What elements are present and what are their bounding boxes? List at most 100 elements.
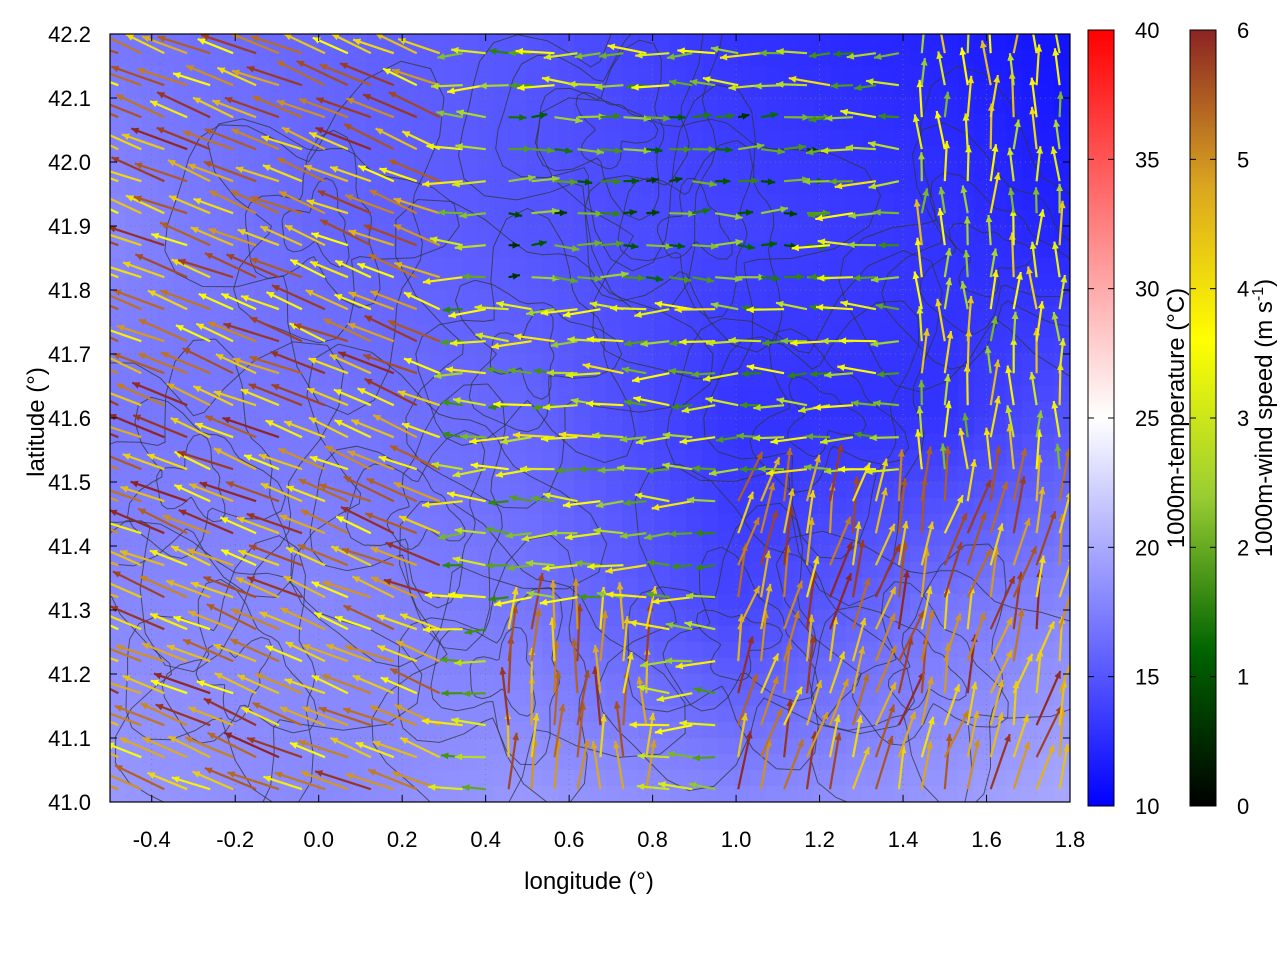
wind-vector (130, 480, 188, 503)
wind-vector (334, 419, 372, 439)
wind-vector (134, 253, 188, 279)
wind-vector (1053, 119, 1061, 150)
wind-vector (577, 275, 602, 283)
wind-vector (493, 400, 532, 408)
wind-vector (963, 216, 971, 246)
wind-vector (989, 679, 1005, 726)
wind-vector (1005, 365, 1015, 406)
wind-vector (681, 404, 716, 414)
wind-vector (851, 577, 871, 630)
wind-vector (122, 453, 165, 471)
wind-vector (875, 303, 900, 311)
wind-vector (364, 377, 418, 407)
wind-vector (959, 47, 969, 86)
wind-vector (1035, 670, 1062, 726)
wind-vector (315, 126, 372, 151)
wind-vector (377, 644, 418, 663)
wind-vector (828, 651, 846, 694)
wind-vector (507, 367, 532, 375)
wind-vector (984, 345, 992, 374)
wind-vector (259, 611, 303, 631)
wind-vector (235, 576, 280, 599)
wind-vector (110, 527, 119, 535)
wind-vector (119, 550, 165, 567)
wind-speed-colorbar-tick-label: 4 (1237, 277, 1249, 302)
wind-vector (111, 156, 165, 183)
wind-vector (609, 304, 647, 312)
wind-vector (540, 308, 578, 316)
wind-vector (912, 114, 923, 150)
wind-vector (806, 711, 829, 758)
wind-vector (616, 582, 625, 630)
wind-vector (150, 232, 188, 247)
wind-vector (815, 212, 854, 222)
wind-vector (508, 273, 521, 280)
wind-vector (319, 63, 372, 87)
y-tick-label: 41.7 (48, 342, 91, 367)
wind-vector (166, 644, 211, 663)
wind-vector (784, 210, 798, 218)
wind-vector (436, 52, 463, 60)
wind-vector (966, 34, 970, 54)
wind-vector (362, 353, 418, 375)
wind-vector (225, 253, 280, 279)
wind-vector (223, 731, 280, 759)
wind-vector (988, 34, 992, 54)
wind-speed-colorbar-tick-label: 6 (1237, 18, 1249, 43)
wind-vector (293, 323, 349, 343)
wind-vector (198, 292, 234, 311)
wind-vector (159, 221, 211, 247)
wind-vector (1035, 209, 1046, 246)
wind-vector (345, 97, 395, 119)
wind-vector (110, 36, 142, 55)
wind-vector (219, 516, 257, 535)
wind-vector (110, 272, 119, 279)
wind-vector (760, 550, 772, 598)
wind-vector (372, 414, 418, 439)
wind-vector (309, 260, 349, 279)
wind-vector (963, 250, 970, 278)
wind-vector (805, 454, 821, 502)
wind-vector (270, 350, 326, 375)
wind-vector (669, 113, 686, 121)
terrain-contours (110, 34, 1070, 802)
wind-vector (623, 339, 647, 347)
wind-vector (188, 482, 234, 503)
wind-vector (452, 468, 486, 478)
wind-vector (623, 209, 638, 216)
wind-vector (110, 774, 142, 791)
wind-vector (623, 499, 647, 507)
wind-vector (110, 455, 142, 471)
wind-vector (631, 83, 670, 91)
wind-vector (874, 487, 888, 534)
wind-vector (1012, 271, 1023, 310)
wind-vector (110, 752, 119, 759)
wind-vector (530, 572, 545, 630)
wind-vector (989, 144, 999, 182)
wind-vector (674, 306, 716, 314)
wind-vector (943, 247, 952, 278)
wind-vector (224, 96, 280, 119)
wind-vector (302, 643, 349, 663)
wind-vector (943, 494, 964, 534)
wind-vector (462, 690, 486, 698)
wind-vector (115, 382, 165, 407)
wind-vector (623, 147, 652, 155)
wind-vector (834, 180, 877, 190)
wind-vector (343, 123, 395, 151)
wind-vector (369, 189, 418, 215)
wind-vector (1012, 545, 1038, 598)
wind-vector (651, 596, 693, 605)
wind-vector (485, 562, 509, 569)
wind-vector (646, 209, 660, 217)
wind-vector (598, 52, 624, 59)
wind-vector (989, 248, 998, 278)
wind-vector (1005, 405, 1015, 438)
wind-vector (297, 543, 349, 567)
wind-vector (271, 284, 326, 311)
wind-vector (1050, 146, 1061, 182)
wind-vector (505, 531, 532, 539)
wind-vector (263, 775, 303, 791)
wind-vector (240, 294, 280, 311)
wind-vector (248, 383, 303, 407)
